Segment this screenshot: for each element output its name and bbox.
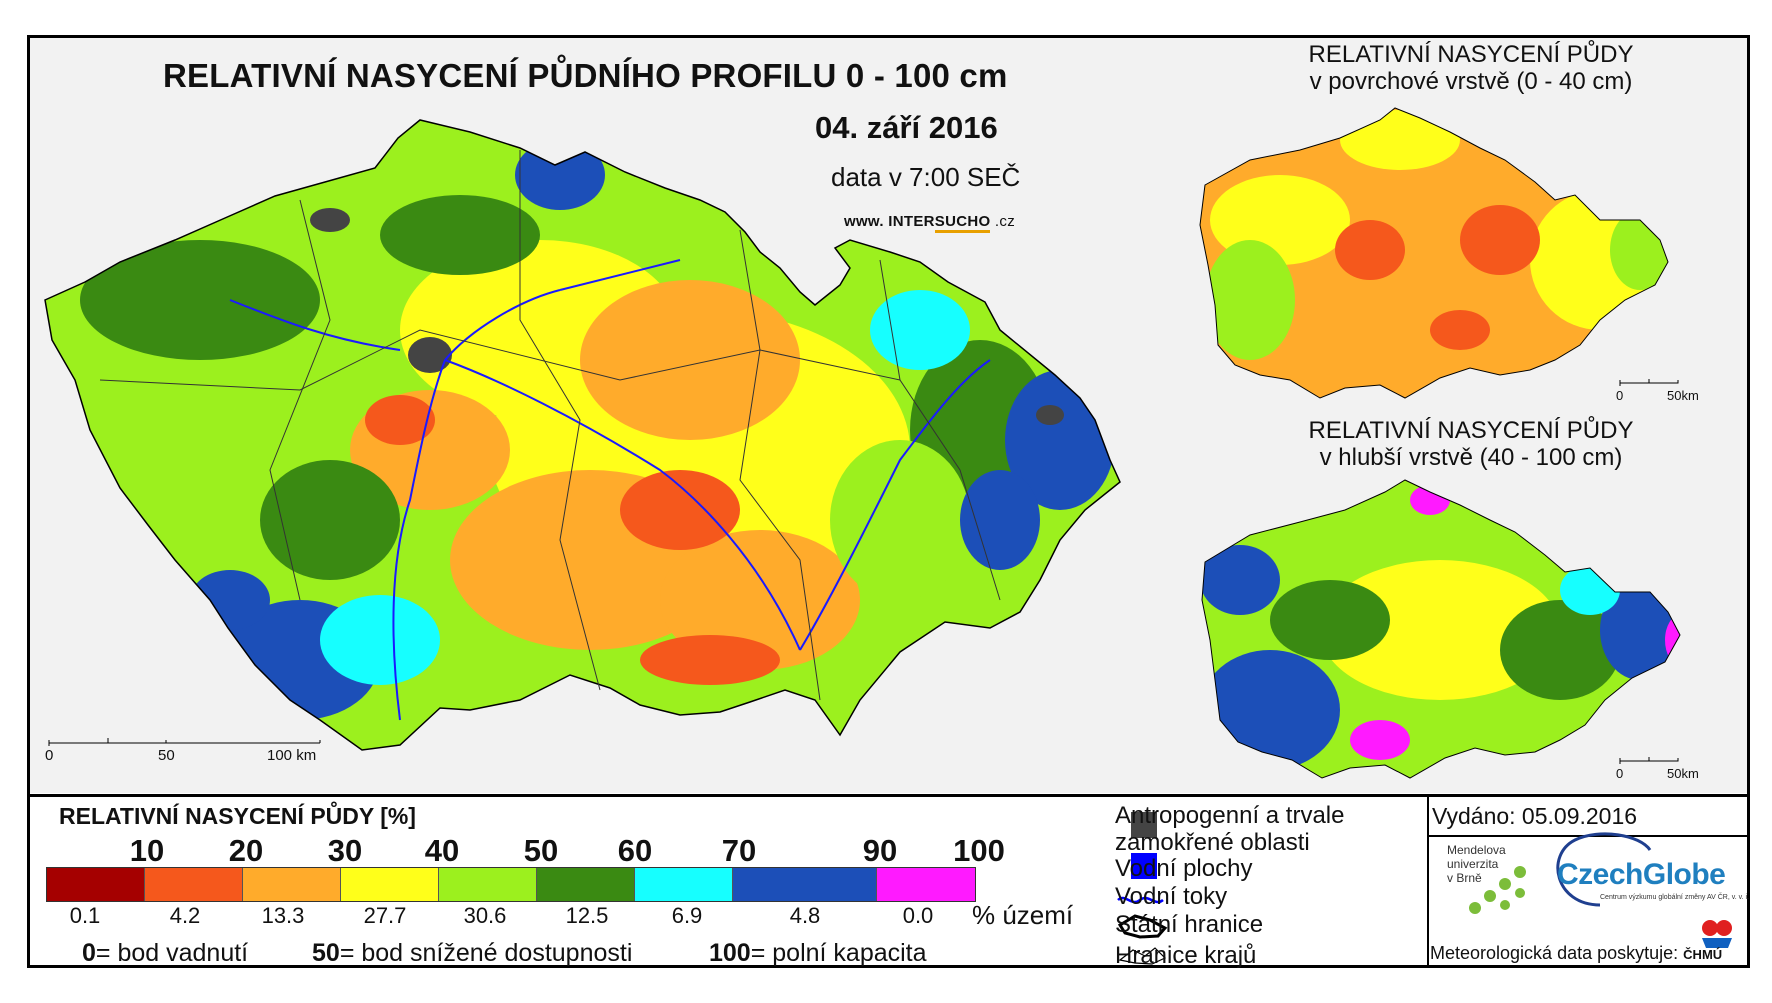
czechglobe-label: CzechGlobe xyxy=(1557,858,1726,891)
inset-deep-fill xyxy=(1202,480,1680,778)
main-scale-bar xyxy=(48,738,321,746)
legend-tick: 90 xyxy=(862,833,898,868)
legend-swatch xyxy=(733,868,877,901)
legend-tick: 20 xyxy=(228,833,264,868)
inset-surface-border xyxy=(1199,107,1669,399)
legend-swatch xyxy=(341,868,439,901)
mendel-logo-icon xyxy=(1469,866,1526,914)
blue-square-icon xyxy=(1131,853,1157,879)
region-border-icon xyxy=(1118,947,1167,965)
main-scale-label-0: 0 xyxy=(45,747,54,764)
legend-area-pct: 13.3 xyxy=(261,903,305,928)
chmu-logo-icon xyxy=(1702,920,1732,948)
legend-tick: 30 xyxy=(327,833,363,868)
main-title: RELATIVNÍ NASYCENÍ PŮDNÍHO PROFILU 0 - 1… xyxy=(163,57,1008,94)
main-map-fill xyxy=(45,120,1120,750)
czechglobe-subtitle: Centrum výzkumu globální změny AV ČR, v.… xyxy=(1600,894,1749,901)
mendel-line: v Brně xyxy=(1447,871,1482,885)
legend-swatch xyxy=(243,868,341,901)
legend-definition: 50= bod snížené dostupnosti xyxy=(312,939,632,968)
inset-deep-border xyxy=(1201,479,1681,779)
website-link[interactable]: www. INTERSUCHO .cz xyxy=(844,213,1015,233)
legend-area-pct: 4.2 xyxy=(169,903,201,928)
main-scale-label-100: 100 km xyxy=(267,747,317,764)
legend-tick: 60 xyxy=(617,833,653,868)
legend-swatch xyxy=(877,868,975,901)
main-map-rivers xyxy=(229,259,991,721)
legend-definition: 100= polní kapacita xyxy=(709,939,927,968)
inset-deep-scale-0: 0 xyxy=(1616,766,1624,781)
inset-surface-fill xyxy=(1200,108,1668,398)
inset-deep-title: RELATIVNÍ NASYCENÍ PŮDY v hlubší vrstvě … xyxy=(1221,417,1721,471)
map-legend-label: Antropogenní a trvale xyxy=(1115,802,1345,829)
inset-deep-title-line2: v hlubší vrstvě (40 - 100 cm) xyxy=(1319,444,1623,471)
inset-deep-title-line1: RELATIVNÍ NASYCENÍ PŮDY xyxy=(1308,417,1634,444)
legend-swatch xyxy=(537,868,635,901)
mendel-university-label: Mendelova univerzita v Brně xyxy=(1447,843,1506,885)
legend-tick: 50 xyxy=(523,833,559,868)
website-suffix: .cz xyxy=(990,213,1015,230)
legend-area-pct: 0.0 xyxy=(902,903,934,928)
map-legend-item-water-bodies: Vodní plochy xyxy=(1115,855,1253,882)
legend-swatch xyxy=(145,868,243,901)
provider-label: Meteorologická data poskytuje: xyxy=(1430,943,1679,963)
inset-surface-title: RELATIVNÍ NASYCENÍ PŮDY v povrchové vrst… xyxy=(1221,41,1721,95)
legend-area-pct: 27.7 xyxy=(363,903,407,928)
inset-deep-scale-50: 50km xyxy=(1667,766,1699,781)
map-legend-item-wetlands: Antropogenní a trvale zamokřené oblasti xyxy=(1115,802,1345,856)
definition-value: 50 xyxy=(312,939,340,967)
map-legend-item-region-border: Hranice krajů xyxy=(1115,942,1257,969)
map-legend-item-state-border: Státní hranice xyxy=(1115,911,1264,938)
legend-area-pct: 30.6 xyxy=(463,903,507,928)
legend-area-pct: 6.9 xyxy=(671,903,703,928)
legend-tick: 70 xyxy=(721,833,757,868)
definition-text: = polní kapacita xyxy=(750,939,927,967)
mendel-line: univerzita xyxy=(1447,857,1499,871)
legend-area-unit: % území xyxy=(972,900,1074,930)
mendel-line: Mendelova xyxy=(1447,843,1506,857)
legend-definition: 0= bod vadnutí xyxy=(82,939,248,968)
legend-tick: 10 xyxy=(129,833,165,868)
website-accent: SUCHO xyxy=(934,213,991,233)
inset-surface-title-line1: RELATIVNÍ NASYCENÍ PŮDY xyxy=(1308,41,1634,68)
inset-surface-scale-bar xyxy=(1619,379,1679,386)
inset-surface-scale-0: 0 xyxy=(1616,388,1624,403)
legend-area-pct: 12.5 xyxy=(565,903,609,928)
legend-area-pct: 0.1 xyxy=(69,903,101,928)
chmu-label: ČHMÚ xyxy=(1683,947,1723,962)
data-provider: Meteorologická data poskytuje: ČHMÚ xyxy=(1430,943,1722,964)
issued-date: Vydáno: 05.09.2016 xyxy=(1432,803,1638,829)
main-scale-label-50: 50 xyxy=(158,747,175,764)
legend-swatch xyxy=(635,868,733,901)
map-legend-item-rivers: Vodní toky xyxy=(1115,883,1228,910)
dark-square-icon xyxy=(1131,812,1157,838)
czechglobe-logo-icon xyxy=(1556,832,1652,907)
main-time: data v 7:00 SEČ xyxy=(831,162,1021,192)
main-map-regions xyxy=(99,150,1001,701)
definition-text: = bod vadnutí xyxy=(95,939,249,967)
definition-value: 100 xyxy=(709,939,751,967)
definition-text: = bod snížené dostupnosti xyxy=(339,939,633,967)
inset-surface-scale-50: 50km xyxy=(1667,388,1699,403)
legend-swatch xyxy=(47,868,145,901)
inset-surface-title-line2: v povrchové vrstvě (0 - 40 cm) xyxy=(1309,68,1633,95)
legend-swatch xyxy=(439,868,537,901)
legend-colorbar xyxy=(46,867,976,902)
legend-heading: RELATIVNÍ NASYCENÍ PŮDY [%] xyxy=(59,803,416,829)
website-prefix: www. INTER xyxy=(844,213,935,230)
panel-divider xyxy=(27,794,1750,797)
inset-deep-scale-bar xyxy=(1619,757,1679,764)
river-line-icon xyxy=(1117,896,1164,904)
state-border-icon xyxy=(1117,914,1168,939)
definition-value: 0 xyxy=(82,939,96,967)
legend-area-pct: 4.8 xyxy=(789,903,821,928)
legend-divider-vertical xyxy=(1427,796,1429,966)
map-legend-label: zamokřené oblasti xyxy=(1115,829,1310,856)
legend-tick: 100 xyxy=(953,833,1005,868)
main-date: 04. září 2016 xyxy=(815,110,998,145)
legend-tick: 40 xyxy=(424,833,460,868)
